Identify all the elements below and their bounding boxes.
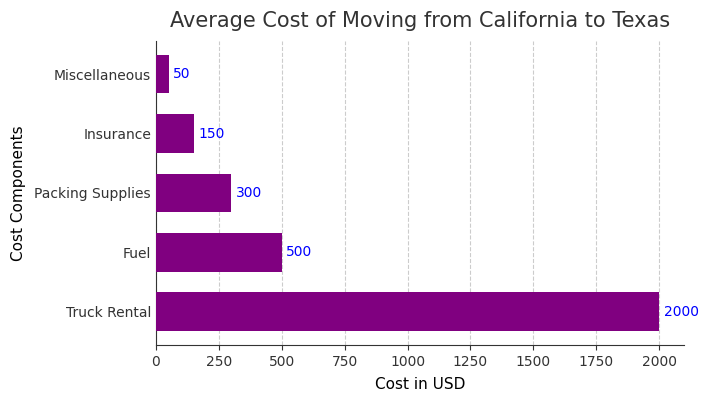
Text: 50: 50 [173, 67, 191, 81]
Text: 300: 300 [236, 186, 262, 200]
Text: 500: 500 [286, 245, 313, 259]
Bar [156, 233, 281, 272]
Bar [156, 114, 194, 153]
Bar [156, 293, 659, 331]
Y-axis label: Cost Components: Cost Components [11, 125, 26, 261]
Bar [156, 174, 231, 212]
Text: 2000: 2000 [664, 305, 698, 319]
X-axis label: Cost in USD: Cost in USD [375, 377, 465, 392]
Bar [156, 55, 169, 93]
Title: Average Cost of Moving from California to Texas: Average Cost of Moving from California t… [170, 11, 670, 31]
Text: 150: 150 [199, 127, 225, 141]
